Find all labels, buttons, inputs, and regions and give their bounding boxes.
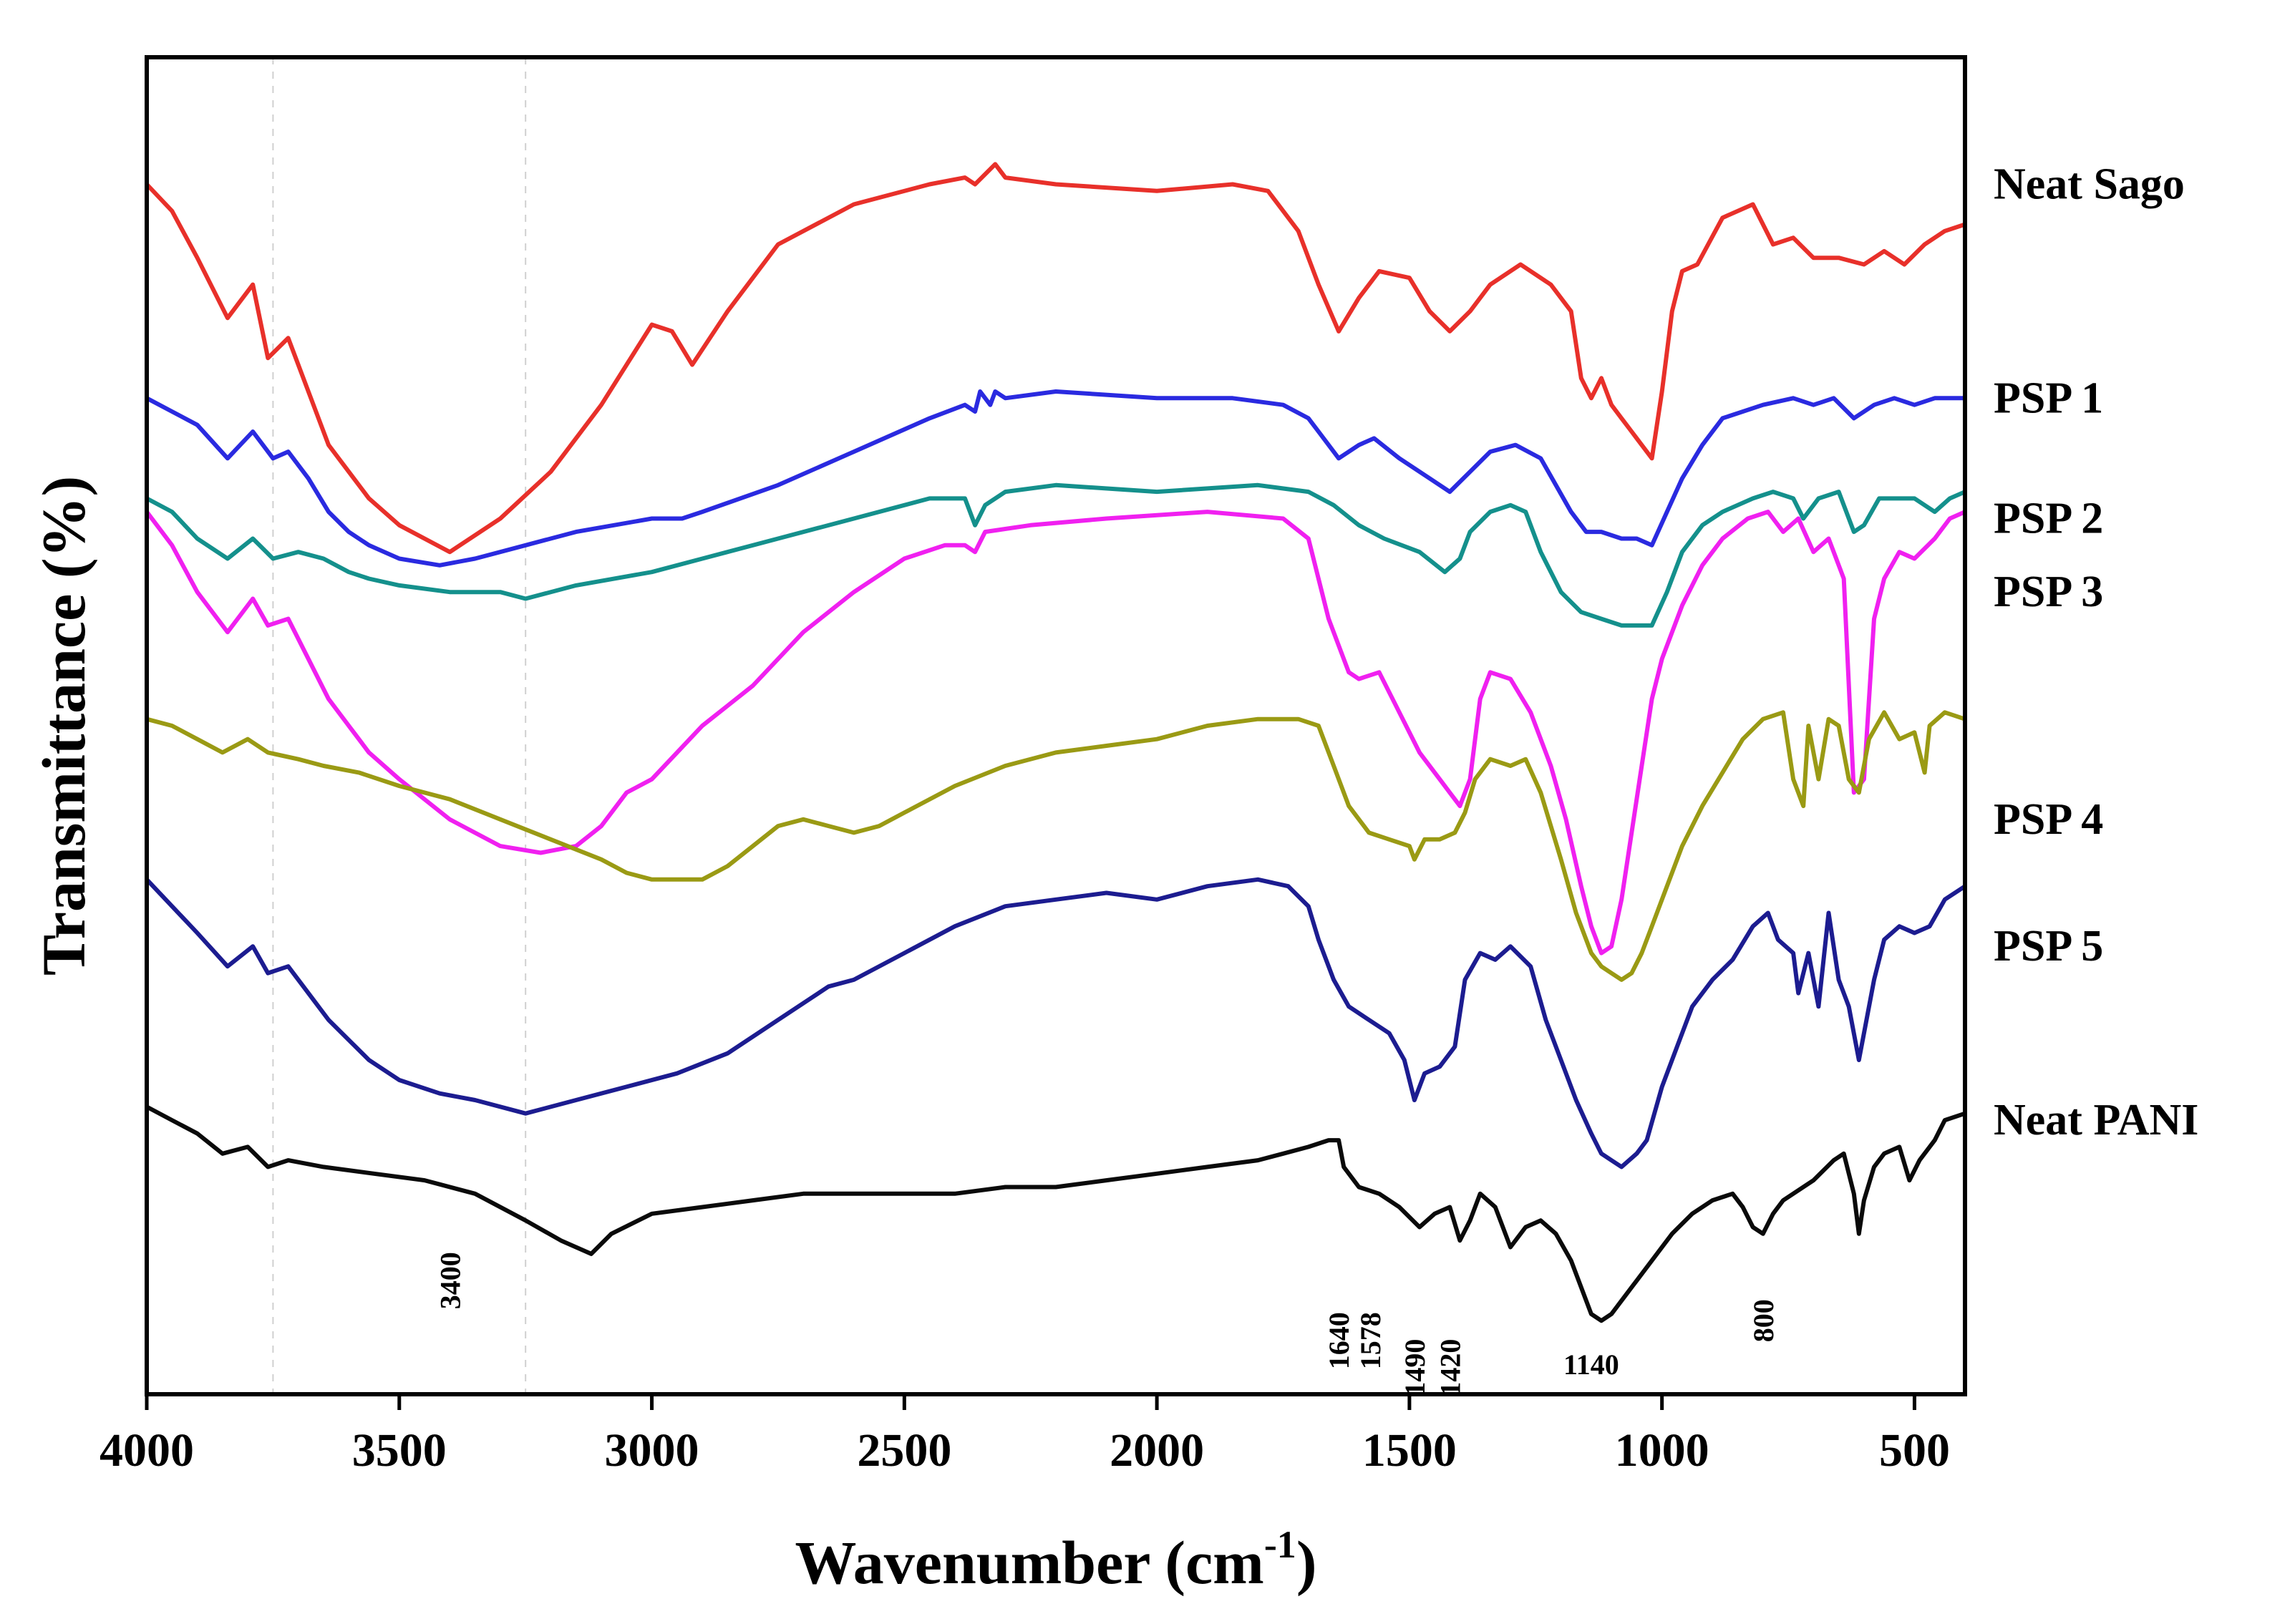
peak-annotation-1490: 1490 <box>1399 1339 1431 1396</box>
peak-annotation-1420: 1420 <box>1434 1339 1466 1396</box>
series-label-neat-sago: Neat Sago <box>1994 160 2185 208</box>
plot-frame <box>145 55 1967 1396</box>
x-tick-label-4000: 4000 <box>100 1424 194 1477</box>
series-line-neat-pani <box>145 1104 1967 1323</box>
series-labels: Neat Sago PSP 1 PSP 2 PSP 3 PSP 4 PSP 5 Neat P… <box>1994 160 2198 1144</box>
x-tick-label-1000: 1000 <box>1615 1424 1709 1477</box>
x-tick-label-1500: 1500 <box>1362 1424 1457 1477</box>
series-line-psp-2 <box>145 482 1967 628</box>
peak-annotation-3400: 3400 <box>434 1252 466 1309</box>
series-traces <box>145 162 1967 1323</box>
x-axis-ticks: 4000 3500 3000 2500 2000 1500 1000 500 <box>100 1394 1950 1477</box>
series-label-psp-4: PSP 4 <box>1994 795 2103 844</box>
series-label-psp-1: PSP 1 <box>1994 374 2103 422</box>
x-tick-label-2000: 2000 <box>1110 1424 1204 1477</box>
peak-annotation-1640: 1640 <box>1323 1312 1355 1369</box>
series-line-psp-1 <box>145 389 1967 568</box>
series-label-psp-3: PSP 3 <box>1994 568 2103 616</box>
grid-lines <box>272 57 527 1394</box>
series-line-psp-4 <box>145 710 1967 982</box>
peak-annotation-1140: 1140 <box>1563 1348 1619 1381</box>
x-tick-label-3500: 3500 <box>352 1424 447 1477</box>
series-line-psp-5 <box>145 877 1967 1170</box>
peak-annotation-800: 800 <box>1747 1299 1780 1342</box>
series-line-neat-sago <box>145 162 1967 555</box>
x-tick-label-2500: 2500 <box>857 1424 951 1477</box>
x-axis-title: Wavenumber (cm-1) <box>795 1523 1317 1597</box>
series-label-psp-2: PSP 2 <box>1994 494 2103 543</box>
x-tick-label-500: 500 <box>1879 1424 1950 1477</box>
peak-annotation-1578: 1578 <box>1354 1312 1387 1369</box>
y-axis-title: Transmittance (%) <box>29 476 98 976</box>
series-line-psp-3 <box>145 510 1967 956</box>
series-label-neat-pani: Neat PANI <box>1994 1096 2198 1144</box>
x-tick-label-3000: 3000 <box>605 1424 699 1477</box>
series-label-psp-5: PSP 5 <box>1994 922 2103 971</box>
